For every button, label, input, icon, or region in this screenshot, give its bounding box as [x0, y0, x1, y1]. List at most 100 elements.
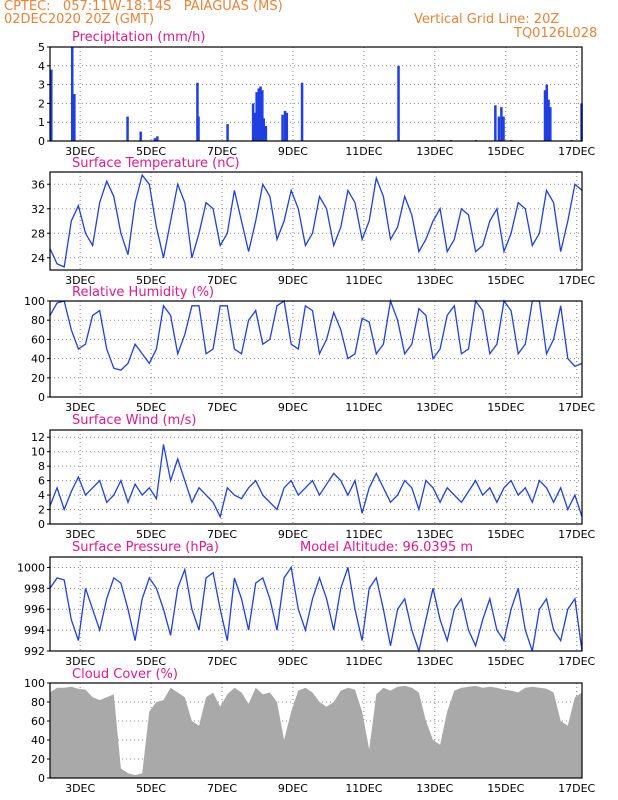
precip-bar — [259, 86, 262, 141]
rh-xtick-label: 7DEC — [207, 401, 237, 414]
pressure-xtick-label: 7DEC — [207, 655, 237, 668]
pressure-xtick-label: 3DEC — [65, 655, 95, 668]
precip-bar — [549, 107, 552, 141]
wind-ytick-label: 0 — [38, 518, 45, 531]
precip-bar — [264, 125, 268, 141]
wind-ytick-label: 6 — [38, 475, 45, 488]
precip-ytick-label: 4 — [38, 60, 45, 73]
wind-xtick-label: 11DEC — [345, 528, 382, 541]
header-code: TQ0126L028 — [514, 26, 598, 41]
precip-title: Precipitation (mm/h) — [72, 30, 205, 45]
precip-ytick-label: 5 — [38, 41, 45, 54]
header-title: CPTEC: 057:11W-18:14S PAIAGUAS (MS) — [4, 0, 283, 14]
precip-bar — [547, 99, 550, 141]
wind-xtick-label: 9DEC — [278, 528, 308, 541]
precip-bar — [50, 69, 53, 141]
pressure-xtick-label: 13DEC — [416, 655, 453, 668]
wind-ytick-label: 8 — [38, 460, 45, 473]
precip-bar — [397, 65, 400, 141]
pressure-xtick-label: 17DEC — [558, 655, 595, 668]
precip-bar — [73, 94, 76, 141]
temp-ytick-label: 36 — [31, 178, 45, 191]
precip-bar — [251, 103, 255, 141]
wind-frame — [49, 429, 583, 525]
wind-xtick-label: 13DEC — [416, 528, 453, 541]
wind-line — [49, 444, 583, 519]
precip-xtick-label: 7DEC — [207, 145, 237, 158]
cloud-ytick-label: 20 — [31, 753, 45, 766]
precip-xtick-label: 5DEC — [136, 145, 166, 158]
pressure-ytick-label: 996 — [24, 603, 45, 616]
temp-ytick-label: 32 — [31, 203, 45, 216]
temp-xtick-label: 11DEC — [345, 274, 382, 287]
precip-bar — [502, 116, 505, 141]
precip-bar — [139, 131, 142, 141]
temp-ytick-label: 24 — [31, 252, 45, 265]
precip-bar — [500, 107, 503, 141]
model-altitude-label: Model Altitude: 96.0395 m — [300, 540, 473, 555]
header-grid-note: Vertical Grid Line: 20Z — [414, 12, 560, 27]
precip-xtick-label: 17DEC — [558, 145, 595, 158]
precip-bar — [226, 124, 229, 141]
rh-ytick-label: 100 — [24, 295, 45, 308]
rh-xtick-label: 3DEC — [65, 401, 95, 414]
wind-ytick-label: 2 — [38, 504, 45, 517]
rh-xtick-label: 15DEC — [487, 401, 524, 414]
cloud-ytick-label: 80 — [31, 696, 45, 709]
pressure-xtick-label: 11DEC — [345, 655, 382, 668]
pressure-xtick-label: 9DEC — [278, 655, 308, 668]
rh-xtick-label: 13DEC — [416, 401, 453, 414]
cloud-ytick-label: 40 — [31, 734, 45, 747]
cloud-xtick-label: 3DEC — [65, 782, 95, 795]
precip-bar — [156, 136, 159, 141]
cloud-xtick-label: 15DEC — [487, 782, 524, 795]
wind-xtick-label: 7DEC — [207, 528, 237, 541]
cloud-ytick-label: 60 — [31, 715, 45, 728]
rh-ytick-label: 20 — [31, 372, 45, 385]
precip-bar — [196, 82, 199, 141]
header-date: 02DEC2020 20Z (GMT) — [4, 12, 155, 27]
precip-bar — [545, 84, 549, 141]
precip-bar — [281, 114, 284, 141]
precip-bar — [153, 138, 157, 141]
pressure-ytick-label: 1000 — [17, 561, 45, 574]
cloud-area — [50, 685, 582, 778]
pressure-title: Surface Pressure (hPa) — [72, 540, 219, 555]
cloud-xtick-label: 7DEC — [207, 782, 237, 795]
precip-bar — [285, 112, 289, 141]
precip-xtick-label: 3DEC — [65, 145, 95, 158]
precip-ytick-label: 3 — [38, 79, 45, 92]
wind-ytick-label: 10 — [31, 446, 45, 459]
precip-bar — [257, 88, 261, 141]
precip-ytick-label: 2 — [38, 97, 45, 110]
cloud-xtick-label: 17DEC — [558, 782, 595, 795]
cloud-frame — [49, 682, 583, 779]
temp-xtick-label: 15DEC — [487, 274, 524, 287]
cloud-xtick-label: 5DEC — [136, 782, 166, 795]
rh-line — [49, 298, 583, 371]
precip-bar — [261, 90, 264, 141]
temp-xtick-label: 7DEC — [207, 274, 237, 287]
precip-bar — [255, 92, 258, 141]
precip-bar — [262, 118, 266, 141]
rh-xtick-label: 5DEC — [136, 401, 166, 414]
temp-xtick-label: 17DEC — [558, 274, 595, 287]
precip-bar — [197, 116, 200, 141]
rh-xtick-label: 11DEC — [345, 401, 382, 414]
cloud-ytick-label: 0 — [38, 772, 45, 785]
precip-bar — [497, 116, 501, 141]
precip-bar — [300, 82, 304, 141]
rh-ytick-label: 80 — [31, 314, 45, 327]
rh-title: Relative Humidity (%) — [72, 285, 214, 300]
pressure-xtick-label: 15DEC — [487, 655, 524, 668]
precip-bar — [494, 105, 497, 141]
cloud-xtick-label: 13DEC — [416, 782, 453, 795]
precip-bar — [543, 90, 547, 141]
wind-xtick-label: 3DEC — [65, 528, 95, 541]
rh-xtick-label: 17DEC — [558, 401, 595, 414]
rh-ytick-label: 60 — [31, 333, 45, 346]
precip-xtick-label: 11DEC — [345, 145, 382, 158]
precip-frame — [49, 46, 583, 142]
temp-ytick-label: 28 — [31, 227, 45, 240]
